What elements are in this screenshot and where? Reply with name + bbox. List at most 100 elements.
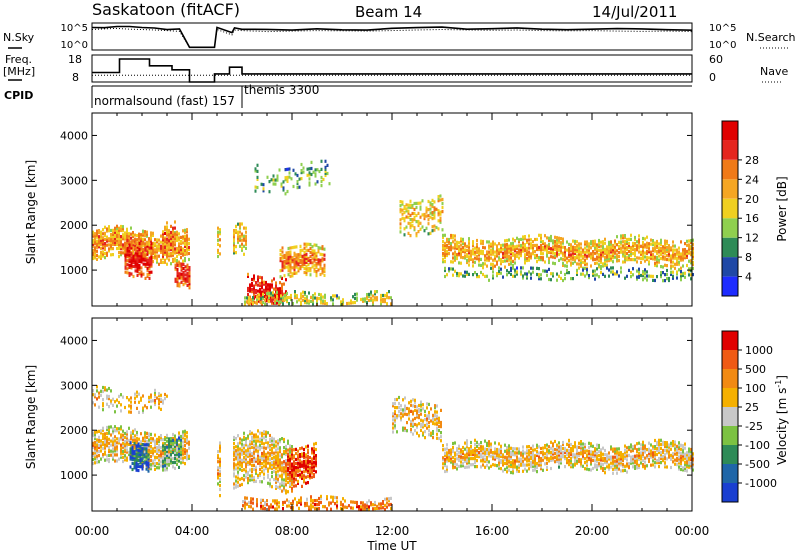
- data-cell: [138, 243, 141, 247]
- data-cell: [520, 266, 522, 270]
- data-cell: [257, 453, 259, 457]
- data-cell: [431, 229, 434, 233]
- data-cell: [94, 254, 96, 258]
- data-cell: [264, 503, 266, 507]
- data-cell: [688, 249, 690, 253]
- data-cell: [166, 457, 168, 461]
- data-cell: [239, 463, 241, 467]
- data-cell: [233, 486, 235, 490]
- data-cell: [576, 254, 578, 258]
- data-cell: [188, 440, 190, 444]
- data-cell: [122, 251, 124, 255]
- data-cell: [176, 440, 178, 444]
- data-cell: [456, 467, 458, 471]
- data-cell: [433, 224, 436, 228]
- data-cell: [188, 272, 191, 276]
- data-cell: [518, 238, 520, 242]
- data-cell: [580, 262, 582, 266]
- data-cell: [309, 456, 311, 460]
- data-cell: [98, 445, 100, 450]
- data-cell: [338, 296, 340, 300]
- data-cell: [425, 226, 428, 230]
- data-cell: [662, 279, 664, 283]
- data-cell: [180, 266, 183, 270]
- data-cell: [128, 265, 131, 269]
- data-cell: [580, 252, 582, 256]
- data-cell: [436, 436, 438, 440]
- data-cell: [518, 463, 520, 467]
- data-cell: [309, 250, 312, 255]
- data-cell: [548, 244, 550, 248]
- data-cell: [112, 234, 114, 238]
- data-cell: [442, 247, 444, 252]
- data-cell: [500, 452, 502, 456]
- data-cell: [172, 449, 174, 453]
- data-cell: [544, 242, 546, 246]
- data-cell: [528, 457, 530, 461]
- data-cell: [498, 462, 500, 466]
- data-cell: [514, 245, 516, 249]
- data-cell: [237, 452, 239, 456]
- data-cell: [237, 458, 239, 462]
- data-cell: [646, 255, 648, 259]
- data-cell: [300, 177, 303, 181]
- data-cell: [186, 230, 188, 234]
- data-cell: [474, 438, 476, 442]
- data-cell: [135, 452, 138, 456]
- data-cell: [558, 240, 560, 244]
- data-cell: [401, 208, 404, 212]
- data-cell: [452, 462, 454, 466]
- data-cell: [433, 216, 436, 220]
- data-cell: [261, 280, 263, 284]
- data-cell: [282, 500, 284, 505]
- data-cell: [237, 442, 239, 446]
- data-cell: [92, 256, 94, 261]
- data-cell: [184, 273, 187, 277]
- data-cell: [476, 454, 478, 459]
- data-cell: [162, 252, 164, 256]
- data-cell: [106, 438, 108, 442]
- data-cell: [422, 419, 424, 423]
- data-cell: [460, 464, 462, 468]
- data-cell: [428, 412, 430, 417]
- data-cell: [512, 274, 514, 278]
- data-cell: [246, 496, 248, 500]
- data-cell: [259, 480, 261, 484]
- data-cell: [476, 257, 478, 261]
- data-cell: [482, 250, 484, 254]
- data-cell: [321, 253, 324, 257]
- noise-right-tick-bottom: 10^0: [709, 40, 736, 51]
- data-cell: [283, 452, 285, 456]
- data-cell: [526, 258, 528, 263]
- data-cell: [134, 257, 137, 261]
- data-cell: [326, 507, 328, 511]
- data-cell: [474, 271, 476, 275]
- data-cell: [602, 272, 604, 276]
- data-cell: [578, 244, 580, 248]
- data-cell: [524, 235, 526, 239]
- data-cell: [258, 297, 260, 301]
- data-cell: [271, 283, 273, 287]
- data-cell: [348, 301, 350, 305]
- data-cell: [273, 451, 275, 455]
- data-cell: [132, 435, 134, 439]
- data-cell: [92, 254, 94, 258]
- data-cell: [92, 242, 94, 246]
- data-cell: [446, 253, 448, 258]
- data-cell: [456, 449, 458, 453]
- data-cell: [184, 242, 186, 246]
- data-cell: [510, 450, 512, 454]
- data-cell: [262, 498, 264, 502]
- data-cell: [514, 253, 516, 257]
- data-cell: [544, 234, 546, 238]
- data-cell: [261, 466, 263, 470]
- data-cell: [289, 258, 292, 262]
- data-cell: [108, 431, 110, 435]
- data-cell: [540, 233, 542, 237]
- data-cell: [132, 233, 134, 237]
- data-cell: [586, 256, 588, 260]
- data-cell: [478, 446, 480, 451]
- data-cell: [444, 256, 446, 260]
- data-cell: [310, 499, 312, 503]
- data-cell: [534, 243, 536, 248]
